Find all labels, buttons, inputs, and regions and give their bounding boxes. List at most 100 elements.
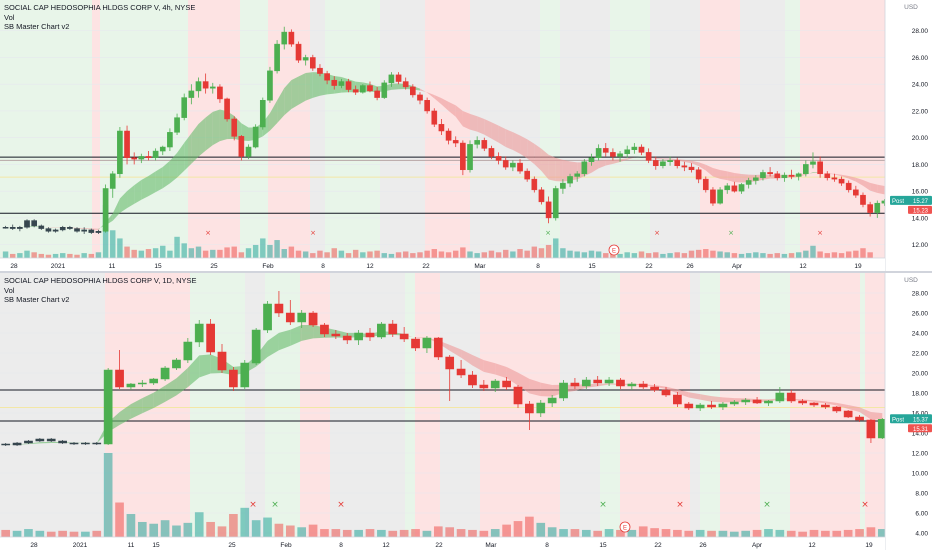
candle-body	[181, 97, 188, 118]
volume-bar	[352, 249, 359, 258]
volume-bar	[342, 529, 352, 537]
ema-band-segment	[169, 152, 178, 184]
volume-bar	[524, 250, 530, 258]
volume-bar	[245, 248, 252, 258]
volume-bar	[867, 252, 873, 258]
ema-band-segment	[505, 129, 513, 150]
ema-band-segment	[734, 173, 742, 183]
legend-vol: Vol	[4, 12, 15, 22]
candle-body	[488, 148, 495, 157]
volume-bar	[388, 253, 395, 258]
candle-body	[684, 403, 694, 409]
background-zone	[0, 0, 92, 258]
last-price-value: 15.27	[913, 199, 929, 205]
volume-bar	[456, 529, 466, 537]
volume-bar	[88, 253, 95, 258]
pane-separator[interactable]	[0, 271, 932, 273]
time-tick-label: 19	[865, 542, 873, 549]
price-axis	[885, 0, 932, 271]
candle-body	[58, 440, 67, 444]
candle-body	[874, 202, 881, 213]
price-tick-label: 12.00	[912, 451, 929, 458]
ema-price-value: 15.31	[913, 427, 929, 433]
ema-band-segment	[555, 157, 563, 182]
time-tick-label: Feb	[262, 263, 274, 270]
volume-bar	[229, 514, 238, 537]
ema-band-segment	[648, 157, 656, 159]
volume-bar	[126, 514, 136, 537]
candle-body	[174, 117, 180, 133]
candle-body	[95, 231, 102, 233]
volume-bar	[422, 530, 432, 537]
volume-bar	[137, 521, 147, 537]
signal-cross-icon: ×	[676, 500, 684, 510]
candle-body	[795, 173, 802, 177]
candle-body	[38, 225, 45, 229]
price-tick-label: 28.00	[912, 28, 929, 35]
chart-pane-1d[interactable]: × × × × × × × E USD 28.00 26.00 24.00 22.00 20.00 18.0…	[0, 273, 932, 550]
price-tick-label: 20.00	[912, 135, 929, 142]
volume-bar	[741, 530, 751, 537]
volume-bar	[388, 530, 398, 537]
background-zone	[405, 273, 415, 537]
time-tick-label: 15	[599, 542, 607, 549]
background-zone	[610, 0, 650, 258]
volume-bar	[707, 530, 716, 537]
candle-body	[538, 189, 545, 203]
ema-band-segment	[518, 372, 530, 394]
ema-band-segment	[836, 402, 849, 409]
candle-body	[490, 380, 500, 389]
candle-body	[1, 443, 11, 446]
candle-body	[752, 399, 762, 404]
volume-bar	[710, 250, 716, 258]
volume-bar	[217, 249, 223, 258]
time-tick-label: 11	[109, 263, 116, 270]
ema-band-segment	[148, 171, 156, 197]
price-tick-label: 22.00	[912, 108, 929, 115]
candle-body	[525, 403, 534, 414]
volume-bar	[69, 531, 79, 537]
volume-bar	[631, 253, 638, 258]
volume-bar	[288, 246, 295, 258]
candle-body	[468, 374, 477, 386]
ema-band-segment	[290, 324, 302, 346]
volume-bar	[310, 253, 316, 258]
background-zone	[650, 0, 700, 258]
chart-4h-canvas[interactable]: × × × × × × E USD 28.00 26.00 24.00 22.00 20.00 18.00…	[0, 0, 932, 271]
ema-band-segment	[449, 344, 462, 358]
volume-bar	[753, 252, 759, 258]
ema-band-segment	[176, 367, 188, 396]
candle-body	[365, 332, 375, 338]
volume-bar	[331, 529, 341, 537]
ema-band-segment	[712, 168, 721, 179]
volume-bar	[167, 250, 173, 258]
price-tick-label: 18.00	[912, 162, 929, 169]
candle-body	[410, 86, 416, 96]
volume-bar	[297, 527, 307, 537]
volume-bar	[381, 253, 387, 258]
volume-bar	[308, 524, 318, 537]
background-zone	[700, 0, 740, 258]
candle-body	[531, 178, 538, 191]
candle-body	[821, 404, 830, 408]
time-tick-label: 15	[152, 542, 160, 549]
ema-band-segment	[541, 148, 549, 180]
volume-bar	[660, 253, 666, 258]
price-tick-label: 16.00	[912, 189, 929, 196]
volume-bar	[775, 529, 785, 537]
candle-body	[581, 379, 591, 387]
volume-bar	[786, 530, 796, 537]
ema-band-segment	[620, 158, 628, 162]
price-tick-label: 26.00	[912, 55, 929, 62]
candle-body	[308, 312, 318, 326]
ema-band-segment	[548, 154, 556, 182]
volume-bar	[479, 530, 489, 537]
background-zone	[760, 273, 790, 537]
chart-pane-4h[interactable]: × × × × × × E USD 28.00 26.00 24.00 22.00 20.00 18.00…	[0, 0, 932, 271]
volume-bar	[798, 531, 807, 537]
candle-body	[367, 85, 373, 92]
volume-bar	[445, 527, 455, 537]
candle-body	[331, 79, 338, 86]
candle-body	[251, 329, 261, 364]
chart-1d-canvas[interactable]: × × × × × × × E USD 28.00 26.00 24.00 22.00 20.00 18.0…	[0, 273, 932, 550]
